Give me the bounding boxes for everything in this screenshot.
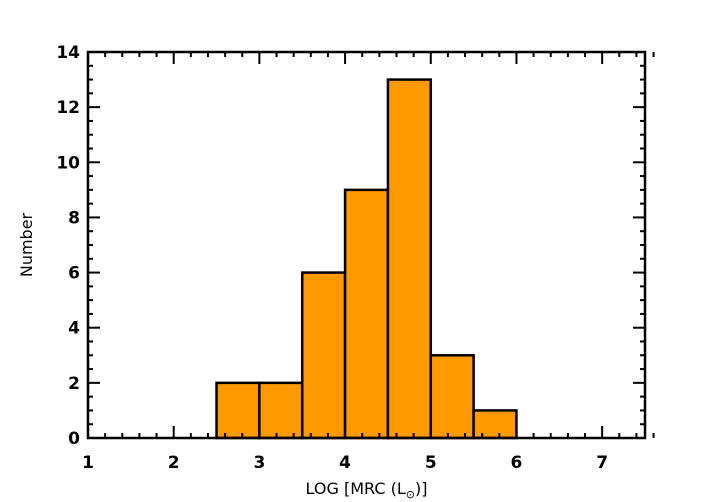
histogram-bar-1 xyxy=(258,381,304,440)
x-axis-label-main: LOG [MRC (L xyxy=(306,479,406,498)
x-tick-label-1: 2 xyxy=(168,453,180,473)
histogram-bar-2 xyxy=(300,271,347,440)
histogram-bar-3 xyxy=(343,188,390,440)
x-axis-label: LOG [MRC (L⊙)] xyxy=(306,479,428,501)
histogram-bar-4 xyxy=(386,78,433,440)
x-tick-label-4: 5 xyxy=(425,453,437,473)
y-tick-label-5: 10 xyxy=(56,153,80,173)
histogram-bar-6 xyxy=(472,409,518,440)
histogram-bar-0 xyxy=(215,381,261,440)
x-tick-label-3: 4 xyxy=(339,453,351,473)
x-tick-labels: 1 2 3 4 5 6 7 xyxy=(82,453,608,473)
x-tick-label-0: 1 xyxy=(82,453,94,473)
x-axis-label-close: )] xyxy=(415,479,427,498)
y-tick-label-6: 12 xyxy=(56,98,80,118)
y-tick-label-0: 0 xyxy=(68,429,80,449)
y-tick-label-4: 8 xyxy=(68,208,80,228)
histogram-bar-5 xyxy=(429,354,475,440)
x-tick-label-5: 6 xyxy=(511,453,523,473)
plot-frame xyxy=(86,50,647,440)
x-tick-label-2: 3 xyxy=(253,453,265,473)
y-tick-label-7: 14 xyxy=(56,43,80,63)
x-tick-label-6: 7 xyxy=(596,453,608,473)
y-axis-label: Number xyxy=(17,212,36,277)
y-tick-label-3: 6 xyxy=(68,264,80,284)
histogram-bars xyxy=(215,78,518,440)
y-tick-labels: 0 2 4 6 8 10 12 14 xyxy=(56,43,80,449)
x-axis-label-subscript: ⊙ xyxy=(406,488,415,501)
y-tick-label-1: 2 xyxy=(68,374,80,394)
y-tick-label-2: 4 xyxy=(68,319,80,339)
